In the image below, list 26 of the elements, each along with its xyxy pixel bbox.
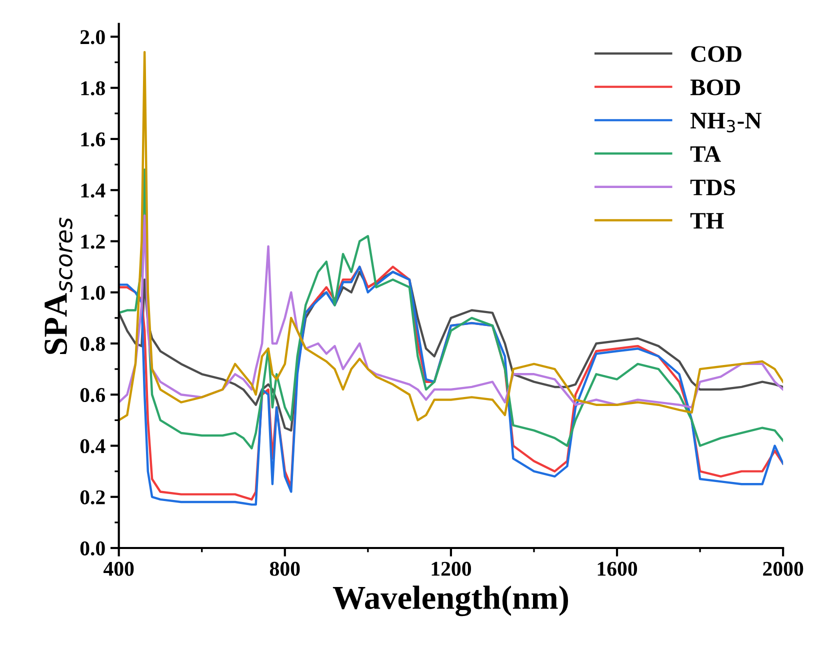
x-tick-label: 800 — [270, 562, 300, 576]
x-tick-label: 2000 — [763, 562, 804, 576]
y-tick-label: 1.2 — [81, 234, 105, 249]
legend-label: TDS — [690, 180, 735, 196]
y-tick-label: 0.4 — [80, 439, 106, 454]
y-tick-label: 0.6 — [80, 388, 106, 402]
legend-label: TH — [690, 213, 724, 229]
legend-label: NH$_{3}$-N — [690, 112, 762, 132]
y-tick-label: 1.4 — [81, 184, 106, 198]
x-tick-label: 1600 — [598, 562, 638, 576]
y-tick-label: 1.0 — [81, 286, 105, 300]
x-axis-title: Wavelength(nm) — [332, 586, 568, 616]
y-tick-label: 2.0 — [80, 30, 105, 44]
y-tick-label: 0.0 — [80, 541, 105, 556]
y-axis-title: SPA$_{scores}$ — [44, 218, 72, 354]
line-series — [118, 168, 784, 450]
y-tick-label: 0.8 — [80, 336, 105, 352]
legend-label: TA — [690, 146, 721, 162]
y-tick-label: 1.8 — [81, 81, 105, 96]
line-series — [118, 214, 784, 409]
legend-label: COD — [691, 46, 742, 62]
y-tick-label: 0.2 — [80, 490, 105, 504]
x-tick-label: 400 — [104, 562, 134, 576]
legend-label: BOD — [690, 79, 740, 96]
x-tick-label: 1200 — [432, 562, 471, 576]
y-tick-label: 1.6 — [81, 132, 106, 147]
